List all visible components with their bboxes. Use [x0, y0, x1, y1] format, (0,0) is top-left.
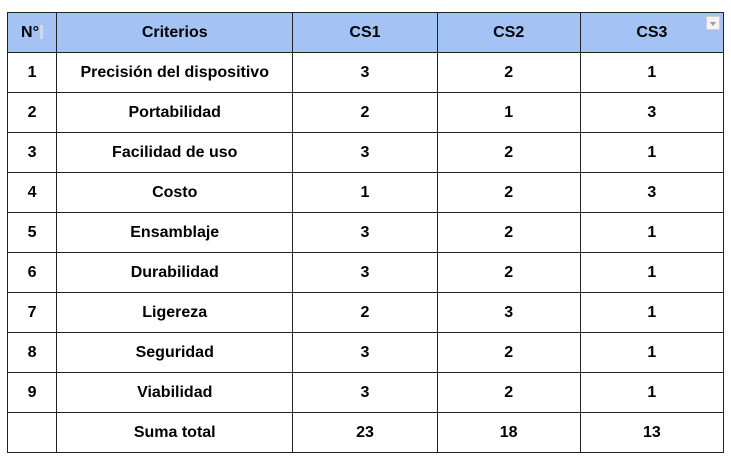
cell-criteria[interactable]: Viabilidad: [56, 372, 294, 413]
cell-criteria[interactable]: Costo: [56, 172, 294, 213]
cell-n[interactable]: 5: [6, 212, 58, 253]
cell-cs2[interactable]: 1: [436, 92, 581, 133]
table-row: 7 Ligereza 2 3 1: [6, 292, 725, 333]
cell-cs2[interactable]: 2: [436, 332, 581, 373]
header-n-label: N°: [21, 23, 39, 41]
cell-cs3[interactable]: 3: [579, 92, 725, 133]
header-cs2-label: CS2: [493, 23, 525, 41]
cell-cs3[interactable]: 1: [579, 52, 725, 93]
cell-criteria[interactable]: Ensamblaje: [56, 212, 294, 253]
cell-criteria[interactable]: Durabilidad: [56, 252, 294, 293]
table-body: 1 Precisión del dispositivo 3 2 1 2 Portabilid…: [6, 52, 725, 453]
header-cell-cs2[interactable]: CS2: [436, 12, 581, 53]
cell-criteria[interactable]: Facilidad de uso: [56, 132, 294, 173]
cell-n[interactable]: 2: [6, 92, 58, 133]
cell-n[interactable]: 8: [6, 332, 58, 373]
table-row: 4 Costo 1 2 3: [6, 172, 725, 213]
cell-cs2[interactable]: 18: [436, 412, 581, 453]
header-cell-cs3[interactable]: CS3: [579, 12, 725, 53]
cell-cs1[interactable]: 2: [292, 292, 438, 333]
header-cell-n[interactable]: N°: [6, 12, 58, 53]
cell-criteria[interactable]: Precisión del dispositivo: [56, 52, 294, 93]
header-cell-cs1[interactable]: CS1: [292, 12, 438, 53]
cell-cs1[interactable]: 2: [292, 92, 438, 133]
cell-cs1[interactable]: 1: [292, 172, 438, 213]
cell-cs2[interactable]: 2: [436, 132, 581, 173]
cell-n[interactable]: 3: [6, 132, 58, 173]
filter-dropdown-icon[interactable]: [706, 16, 720, 30]
cell-selection-marker: [40, 25, 43, 40]
table-row: 5 Ensamblaje 3 2 1: [6, 212, 725, 253]
cell-criteria[interactable]: Portabilidad: [56, 92, 294, 133]
cell-cs1[interactable]: 3: [292, 372, 438, 413]
cell-criteria[interactable]: Seguridad: [56, 332, 294, 373]
cell-cs2[interactable]: 2: [436, 252, 581, 293]
cell-cs2[interactable]: 2: [436, 372, 581, 413]
cell-cs2[interactable]: 2: [436, 212, 581, 253]
cell-cs2[interactable]: 2: [436, 172, 581, 213]
header-cs3-label: CS3: [636, 23, 668, 41]
cell-cs3[interactable]: 1: [579, 332, 725, 373]
table-row: 8 Seguridad 3 2 1: [6, 332, 725, 373]
header-cs1-label: CS1: [349, 23, 381, 41]
cell-n[interactable]: 4: [6, 172, 58, 213]
cell-criteria[interactable]: Suma total: [56, 412, 294, 453]
table-row: 6 Durabilidad 3 2 1: [6, 252, 725, 293]
cell-cs3[interactable]: 3: [579, 172, 725, 213]
cell-cs1[interactable]: 3: [292, 212, 438, 253]
cell-n[interactable]: 9: [6, 372, 58, 413]
total-row: Suma total 23 18 13: [6, 412, 725, 453]
cell-cs2[interactable]: 3: [436, 292, 581, 333]
header-row: N° Criterios CS1 CS2 CS3: [6, 12, 725, 53]
cell-cs1[interactable]: 3: [292, 52, 438, 93]
cell-cs1[interactable]: 3: [292, 132, 438, 173]
header-cell-criteria[interactable]: Criterios: [56, 12, 294, 53]
cell-cs3[interactable]: 1: [579, 252, 725, 293]
cell-cs2[interactable]: 2: [436, 52, 581, 93]
cell-cs3[interactable]: 1: [579, 132, 725, 173]
table-row: 9 Viabilidad 3 2 1: [6, 372, 725, 413]
header-criteria-label: Criterios: [141, 23, 208, 41]
cell-cs3[interactable]: 1: [579, 212, 725, 253]
table-row: 1 Precisión del dispositivo 3 2 1: [6, 52, 725, 93]
cell-cs3[interactable]: 1: [579, 372, 725, 413]
cell-n[interactable]: 1: [6, 52, 58, 93]
cell-n[interactable]: 7: [6, 292, 58, 333]
cell-n[interactable]: [6, 412, 58, 453]
cell-n[interactable]: 6: [6, 252, 58, 293]
table-row: 3 Facilidad de uso 3 2 1: [6, 132, 725, 173]
cell-cs1[interactable]: 3: [292, 332, 438, 373]
criteria-table: N° Criterios CS1 CS2 CS3 1 Precisión del …: [6, 12, 725, 453]
cell-cs3[interactable]: 1: [579, 292, 725, 333]
cell-cs3[interactable]: 13: [579, 412, 725, 453]
cell-criteria[interactable]: Ligereza: [56, 292, 294, 333]
cell-cs1[interactable]: 3: [292, 252, 438, 293]
cell-cs1[interactable]: 23: [292, 412, 438, 453]
table-row: 2 Portabilidad 2 1 3: [6, 92, 725, 133]
